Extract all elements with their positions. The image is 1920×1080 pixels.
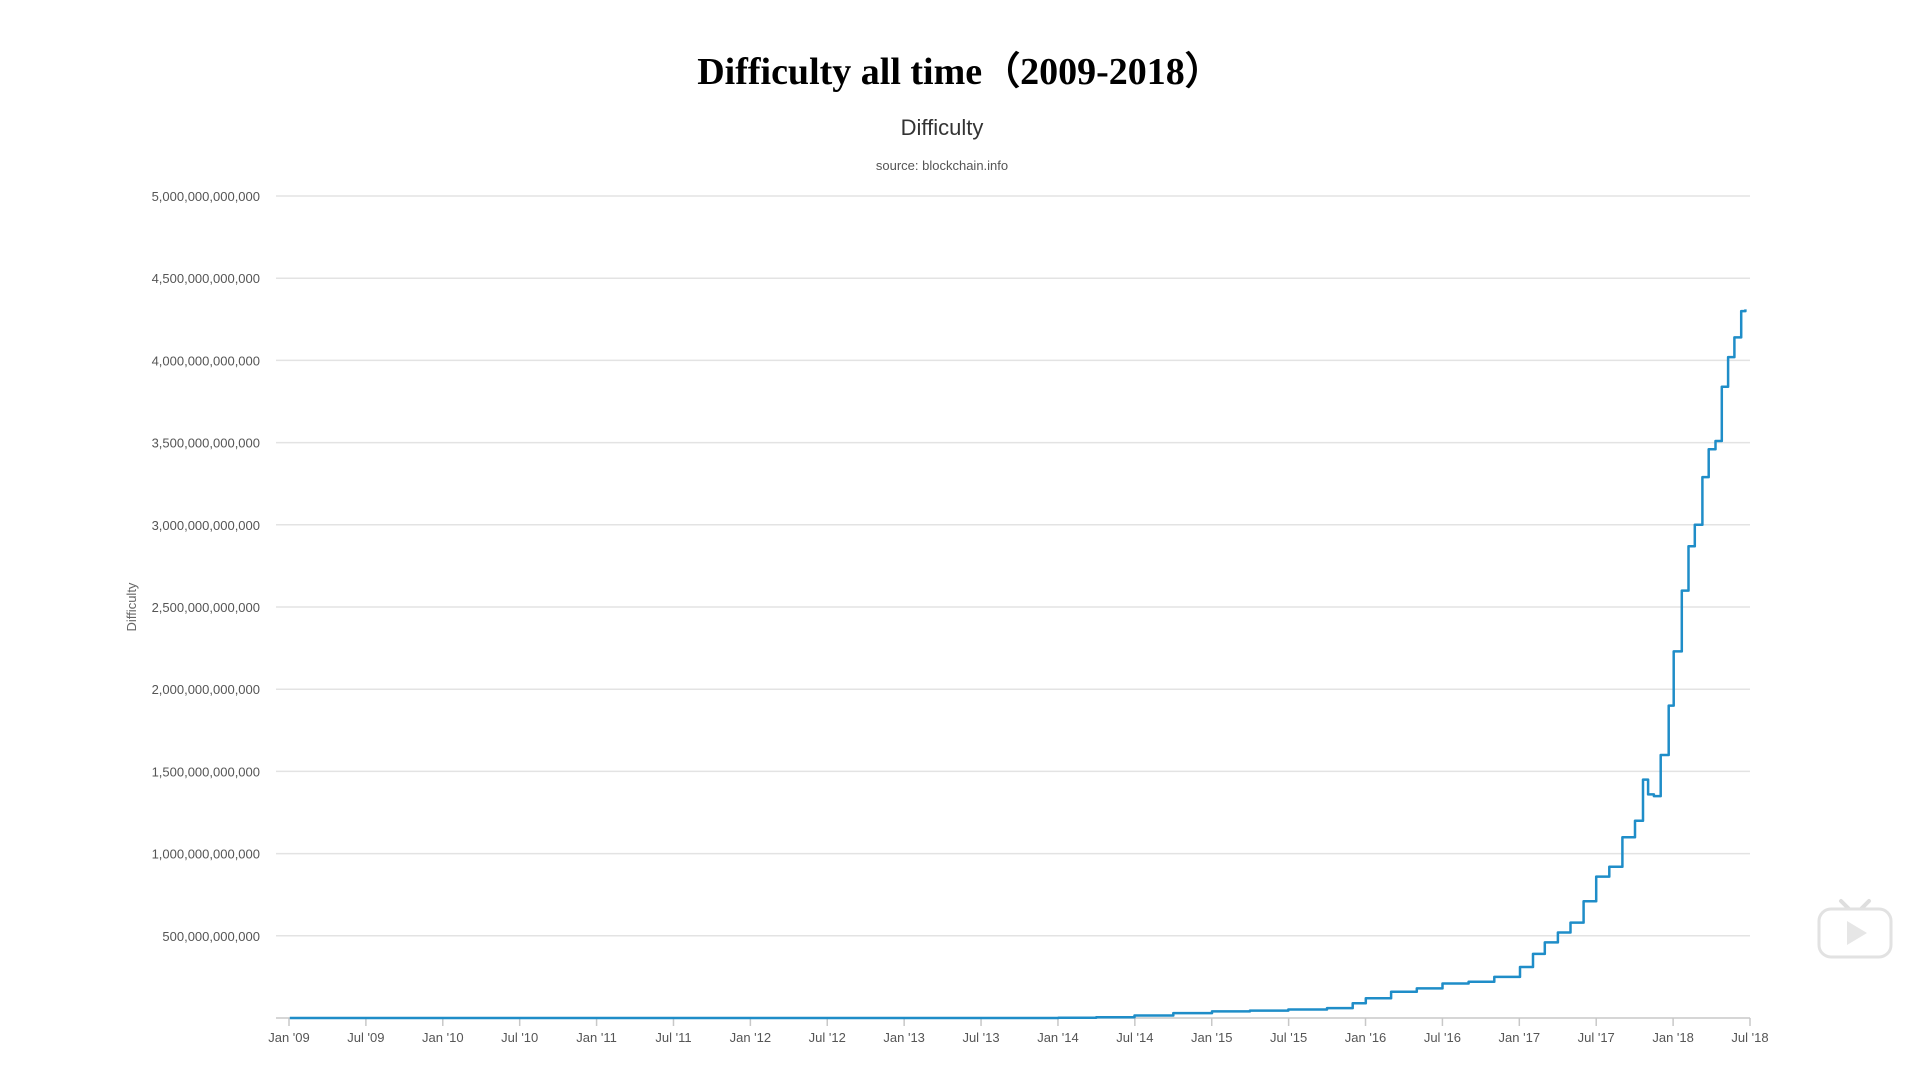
x-tick-label: Jul '09 <box>347 1030 384 1045</box>
y-tick-label: 4,500,000,000,000 <box>152 271 260 286</box>
x-tick-label: Jul '10 <box>501 1030 538 1045</box>
series-group <box>289 309 1747 1020</box>
y-tick-label: 4,000,000,000,000 <box>152 353 260 368</box>
x-tick-label: Jul '12 <box>809 1030 846 1045</box>
x-tick-label: Jul '18 <box>1731 1030 1768 1045</box>
y-tick-label: 500,000,000,000 <box>162 929 260 944</box>
y-tick-label: 5,000,000,000,000 <box>152 189 260 204</box>
x-tick-label: Jul '13 <box>962 1030 999 1045</box>
y-tick-label: 2,500,000,000,000 <box>152 600 260 615</box>
y-tick-label: 3,500,000,000,000 <box>152 436 260 451</box>
difficulty-series-line <box>289 309 1747 1020</box>
chart-title: Difficulty <box>901 115 984 140</box>
x-tick-label: Jan '09 <box>268 1030 310 1045</box>
x-tick-label: Jul '17 <box>1578 1030 1615 1045</box>
x-tick-label: Jul '11 <box>655 1030 691 1045</box>
x-tick-label: Jan '18 <box>1652 1030 1694 1045</box>
page-title: Difficulty all time（2009-2018） <box>697 51 1223 93</box>
play-watermark-icon <box>1817 899 1893 959</box>
y-tick-label: 1,500,000,000,000 <box>152 764 260 779</box>
x-tick-label: Jul '14 <box>1116 1030 1153 1045</box>
y-tick-label: 1,000,000,000,000 <box>152 847 260 862</box>
y-axis-ticks: 500,000,000,000 1,000,000,000,000 1,500,00… <box>152 189 260 944</box>
x-tick-label: Jan '17 <box>1499 1030 1541 1045</box>
x-tick-label: Jan '12 <box>730 1030 772 1045</box>
y-tick-label: 3,000,000,000,000 <box>152 518 260 533</box>
x-tick-label: Jul '15 <box>1270 1030 1307 1045</box>
y-axis-title: Difficulty <box>124 582 139 631</box>
gridlines <box>276 195 1750 937</box>
x-tick-label: Jan '16 <box>1345 1030 1387 1045</box>
x-tick-label: Jul '16 <box>1424 1030 1461 1045</box>
x-tick-label: Jan '13 <box>883 1030 925 1045</box>
x-tick-label: Jan '11 <box>576 1030 617 1045</box>
x-tick-label: Jan '14 <box>1037 1030 1079 1045</box>
x-axis: Jan '09 Jul '09 Jan '10 Jul '10 Jan '11 Jul '… <box>268 1017 1769 1045</box>
chart-subtitle: source: blockchain.info <box>876 158 1008 173</box>
x-tick-label: Jan '15 <box>1191 1030 1233 1045</box>
x-tick-label: Jan '10 <box>422 1030 464 1045</box>
y-tick-label: 2,000,000,000,000 <box>152 682 260 697</box>
